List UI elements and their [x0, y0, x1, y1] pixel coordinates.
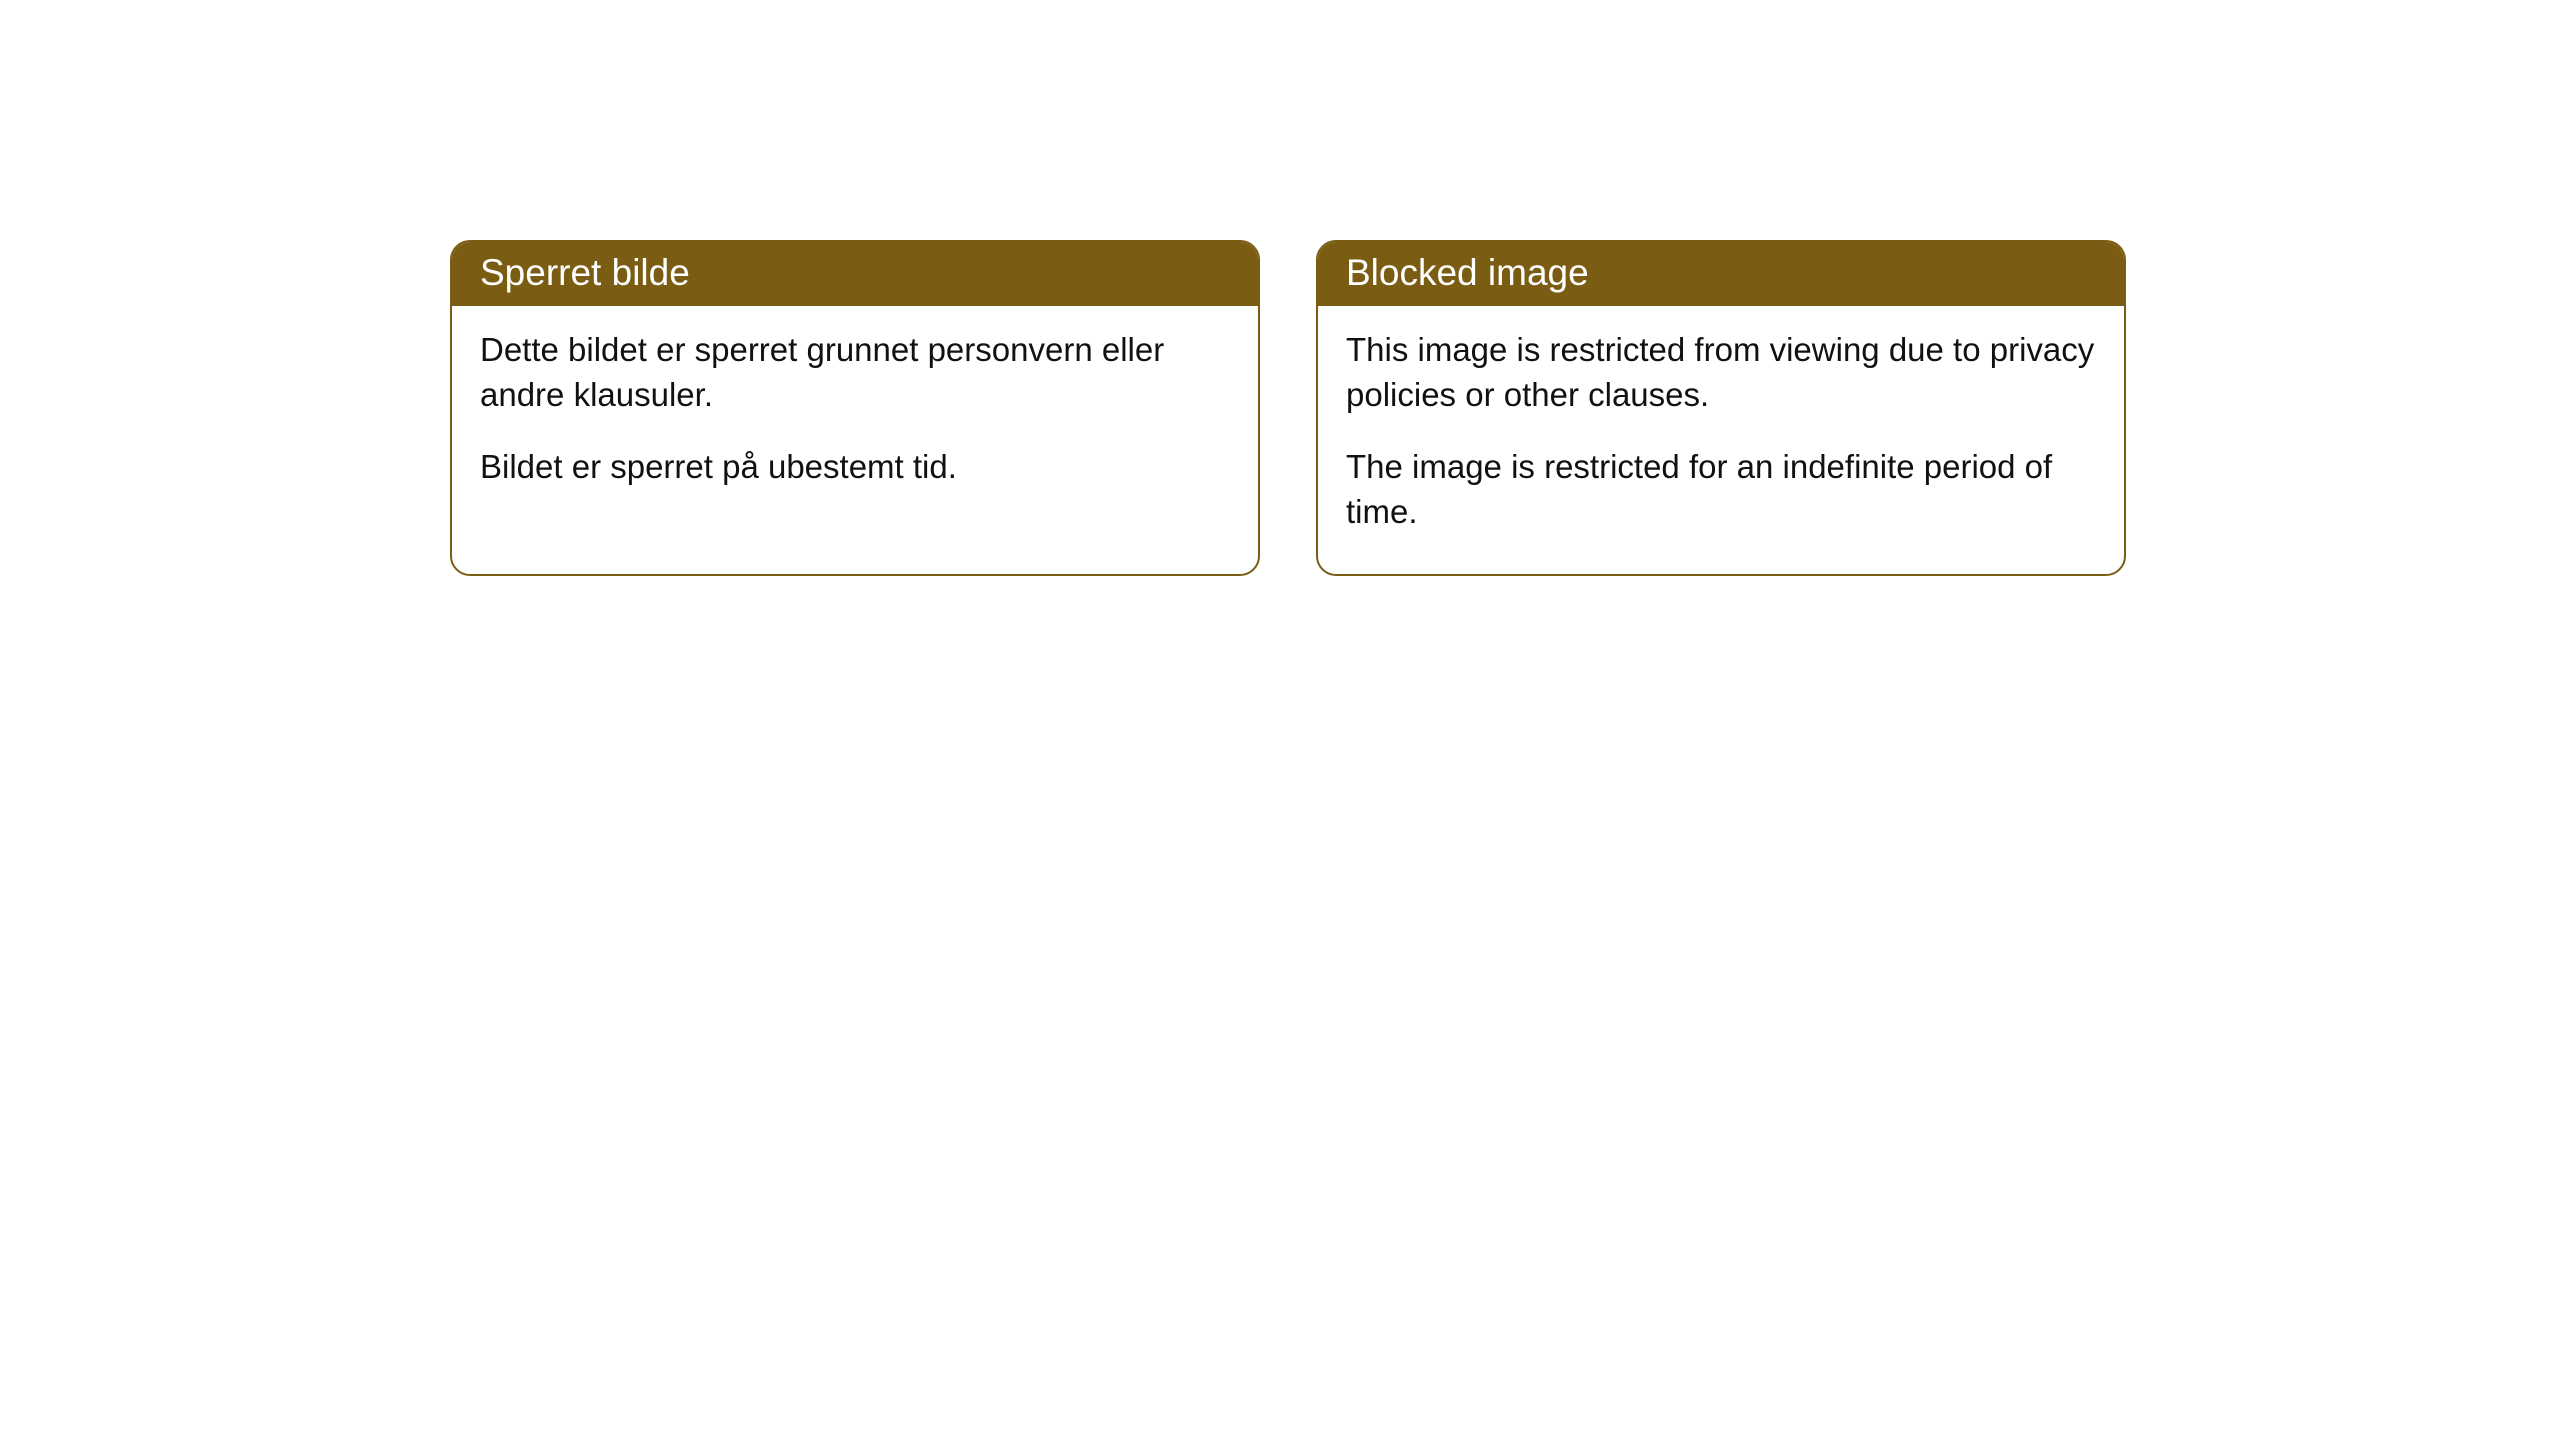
notice-card-norwegian: Sperret bilde Dette bildet er sperret gr… [450, 240, 1260, 576]
notice-paragraph: This image is restricted from viewing du… [1346, 328, 2096, 417]
notice-body-english: This image is restricted from viewing du… [1318, 306, 2124, 574]
notice-paragraph: Dette bildet er sperret grunnet personve… [480, 328, 1230, 417]
notice-container: Sperret bilde Dette bildet er sperret gr… [450, 240, 2126, 576]
notice-card-english: Blocked image This image is restricted f… [1316, 240, 2126, 576]
notice-paragraph: Bildet er sperret på ubestemt tid. [480, 445, 1230, 490]
notice-paragraph: The image is restricted for an indefinit… [1346, 445, 2096, 534]
notice-header-english: Blocked image [1318, 242, 2124, 306]
notice-body-norwegian: Dette bildet er sperret grunnet personve… [452, 306, 1258, 530]
notice-header-norwegian: Sperret bilde [452, 242, 1258, 306]
